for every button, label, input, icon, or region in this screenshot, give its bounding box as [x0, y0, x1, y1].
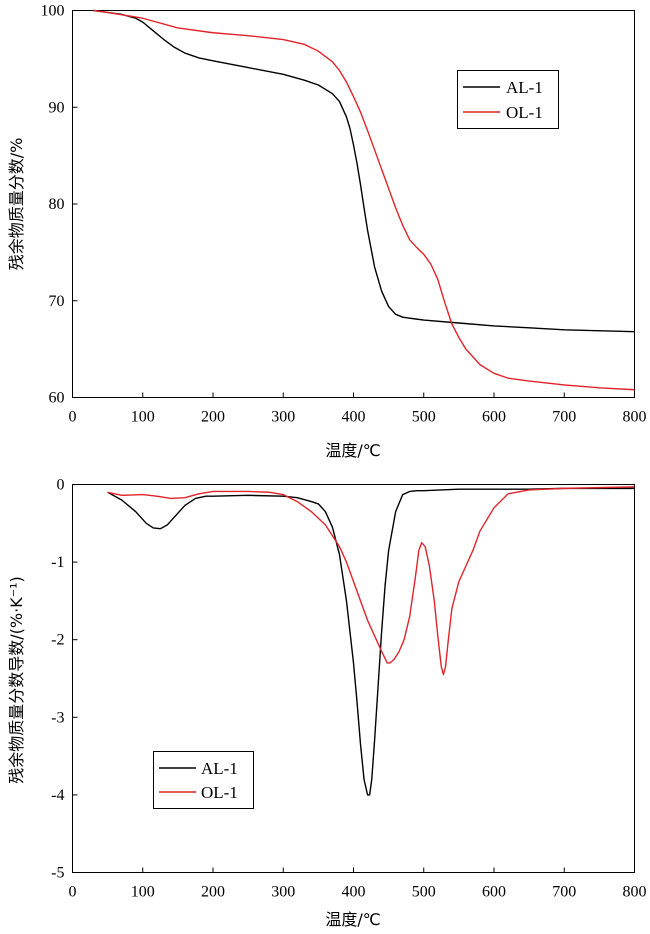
dtg-series-line-ol1	[107, 486, 635, 676]
dtg-x-tick-label: 800	[623, 884, 647, 901]
dtg-chart: 0 -1 -2 -3 -4 -5 0 100 200 300 400 500 600 700 800 AL…	[7, 477, 647, 930]
dtg-x-tick-label: 300	[271, 884, 295, 901]
dtg-x-tick-label: 100	[131, 884, 155, 901]
dtg-x-tick-label: 700	[552, 884, 576, 901]
tg-x-ticks: 0 100 200 300 400 500 600 700 800	[69, 392, 647, 426]
dtg-legend-label-al1: AL-1	[201, 759, 238, 778]
tg-series-line-al1	[93, 9, 635, 333]
tg-series-lines	[93, 9, 635, 391]
tg-x-tick-label: 100	[131, 409, 155, 426]
dtg-x-tick-label: 500	[412, 884, 436, 901]
dtg-x-ticks: 0 100 200 300 400 500 600 700 800	[69, 867, 647, 901]
dtg-plot-frame	[72, 484, 635, 873]
tg-legend-label-ol1: OL-1	[506, 103, 543, 122]
tg-y-tick-label: 80	[49, 196, 65, 213]
dtg-x-axis-label: 温度/℃	[325, 910, 380, 929]
tg-x-tick-label: 400	[342, 409, 366, 426]
dtg-series-lines	[107, 486, 635, 796]
tg-y-tick-label: 60	[49, 390, 65, 407]
tg-y-tick-label: 70	[49, 293, 65, 310]
dtg-legend-label-ol1: OL-1	[201, 783, 238, 802]
dtg-legend-box	[153, 751, 254, 809]
tg-chart: 60 70 80 90 100 0 100 200 300 400 500 600 700 800 AL…	[7, 3, 647, 461]
tg-x-tick-label: 0	[69, 409, 77, 426]
dtg-y-axis-label: 残余物质量分数导数/(%·K⁻¹)	[7, 576, 26, 784]
tg-x-tick-label: 500	[412, 409, 436, 426]
tg-legend-label-al1: AL-1	[506, 78, 543, 97]
dtg-x-tick-label: 400	[342, 884, 366, 901]
tg-legend: AL-1 OL-1	[457, 70, 559, 129]
tg-y-ticks: 60 70 80 90 100	[41, 3, 78, 407]
dtg-y-tick-label: -4	[51, 787, 64, 804]
tg-y-tick-label: 100	[41, 3, 65, 20]
dtg-x-tick-label: 0	[69, 884, 77, 901]
tg-y-axis-label: 残余物质量分数/%	[7, 138, 26, 271]
tg-plot-frame	[72, 10, 635, 398]
tg-legend-box	[457, 70, 559, 129]
tg-series-line-ol1	[93, 9, 635, 391]
tg-y-tick-label: 90	[49, 99, 65, 116]
dtg-x-tick-label: 600	[482, 884, 506, 901]
tg-x-tick-label: 300	[271, 409, 295, 426]
dtg-y-tick-label: -1	[51, 554, 64, 571]
dtg-y-ticks: 0 -1 -2 -3 -4 -5	[51, 477, 78, 882]
tg-x-tick-label: 200	[201, 409, 225, 426]
dtg-y-tick-label: 0	[57, 477, 65, 494]
dtg-y-tick-label: -2	[51, 632, 64, 649]
tg-x-axis-label: 温度/℃	[325, 441, 380, 460]
tg-x-tick-label: 800	[623, 409, 647, 426]
tg-x-tick-label: 700	[552, 409, 576, 426]
dtg-x-tick-label: 200	[201, 884, 225, 901]
tg-x-tick-label: 600	[482, 409, 506, 426]
dtg-y-tick-label: -5	[51, 865, 64, 882]
dtg-y-tick-label: -3	[51, 709, 64, 726]
dtg-series-line-al1	[107, 487, 635, 796]
dtg-legend: AL-1 OL-1	[153, 751, 254, 809]
